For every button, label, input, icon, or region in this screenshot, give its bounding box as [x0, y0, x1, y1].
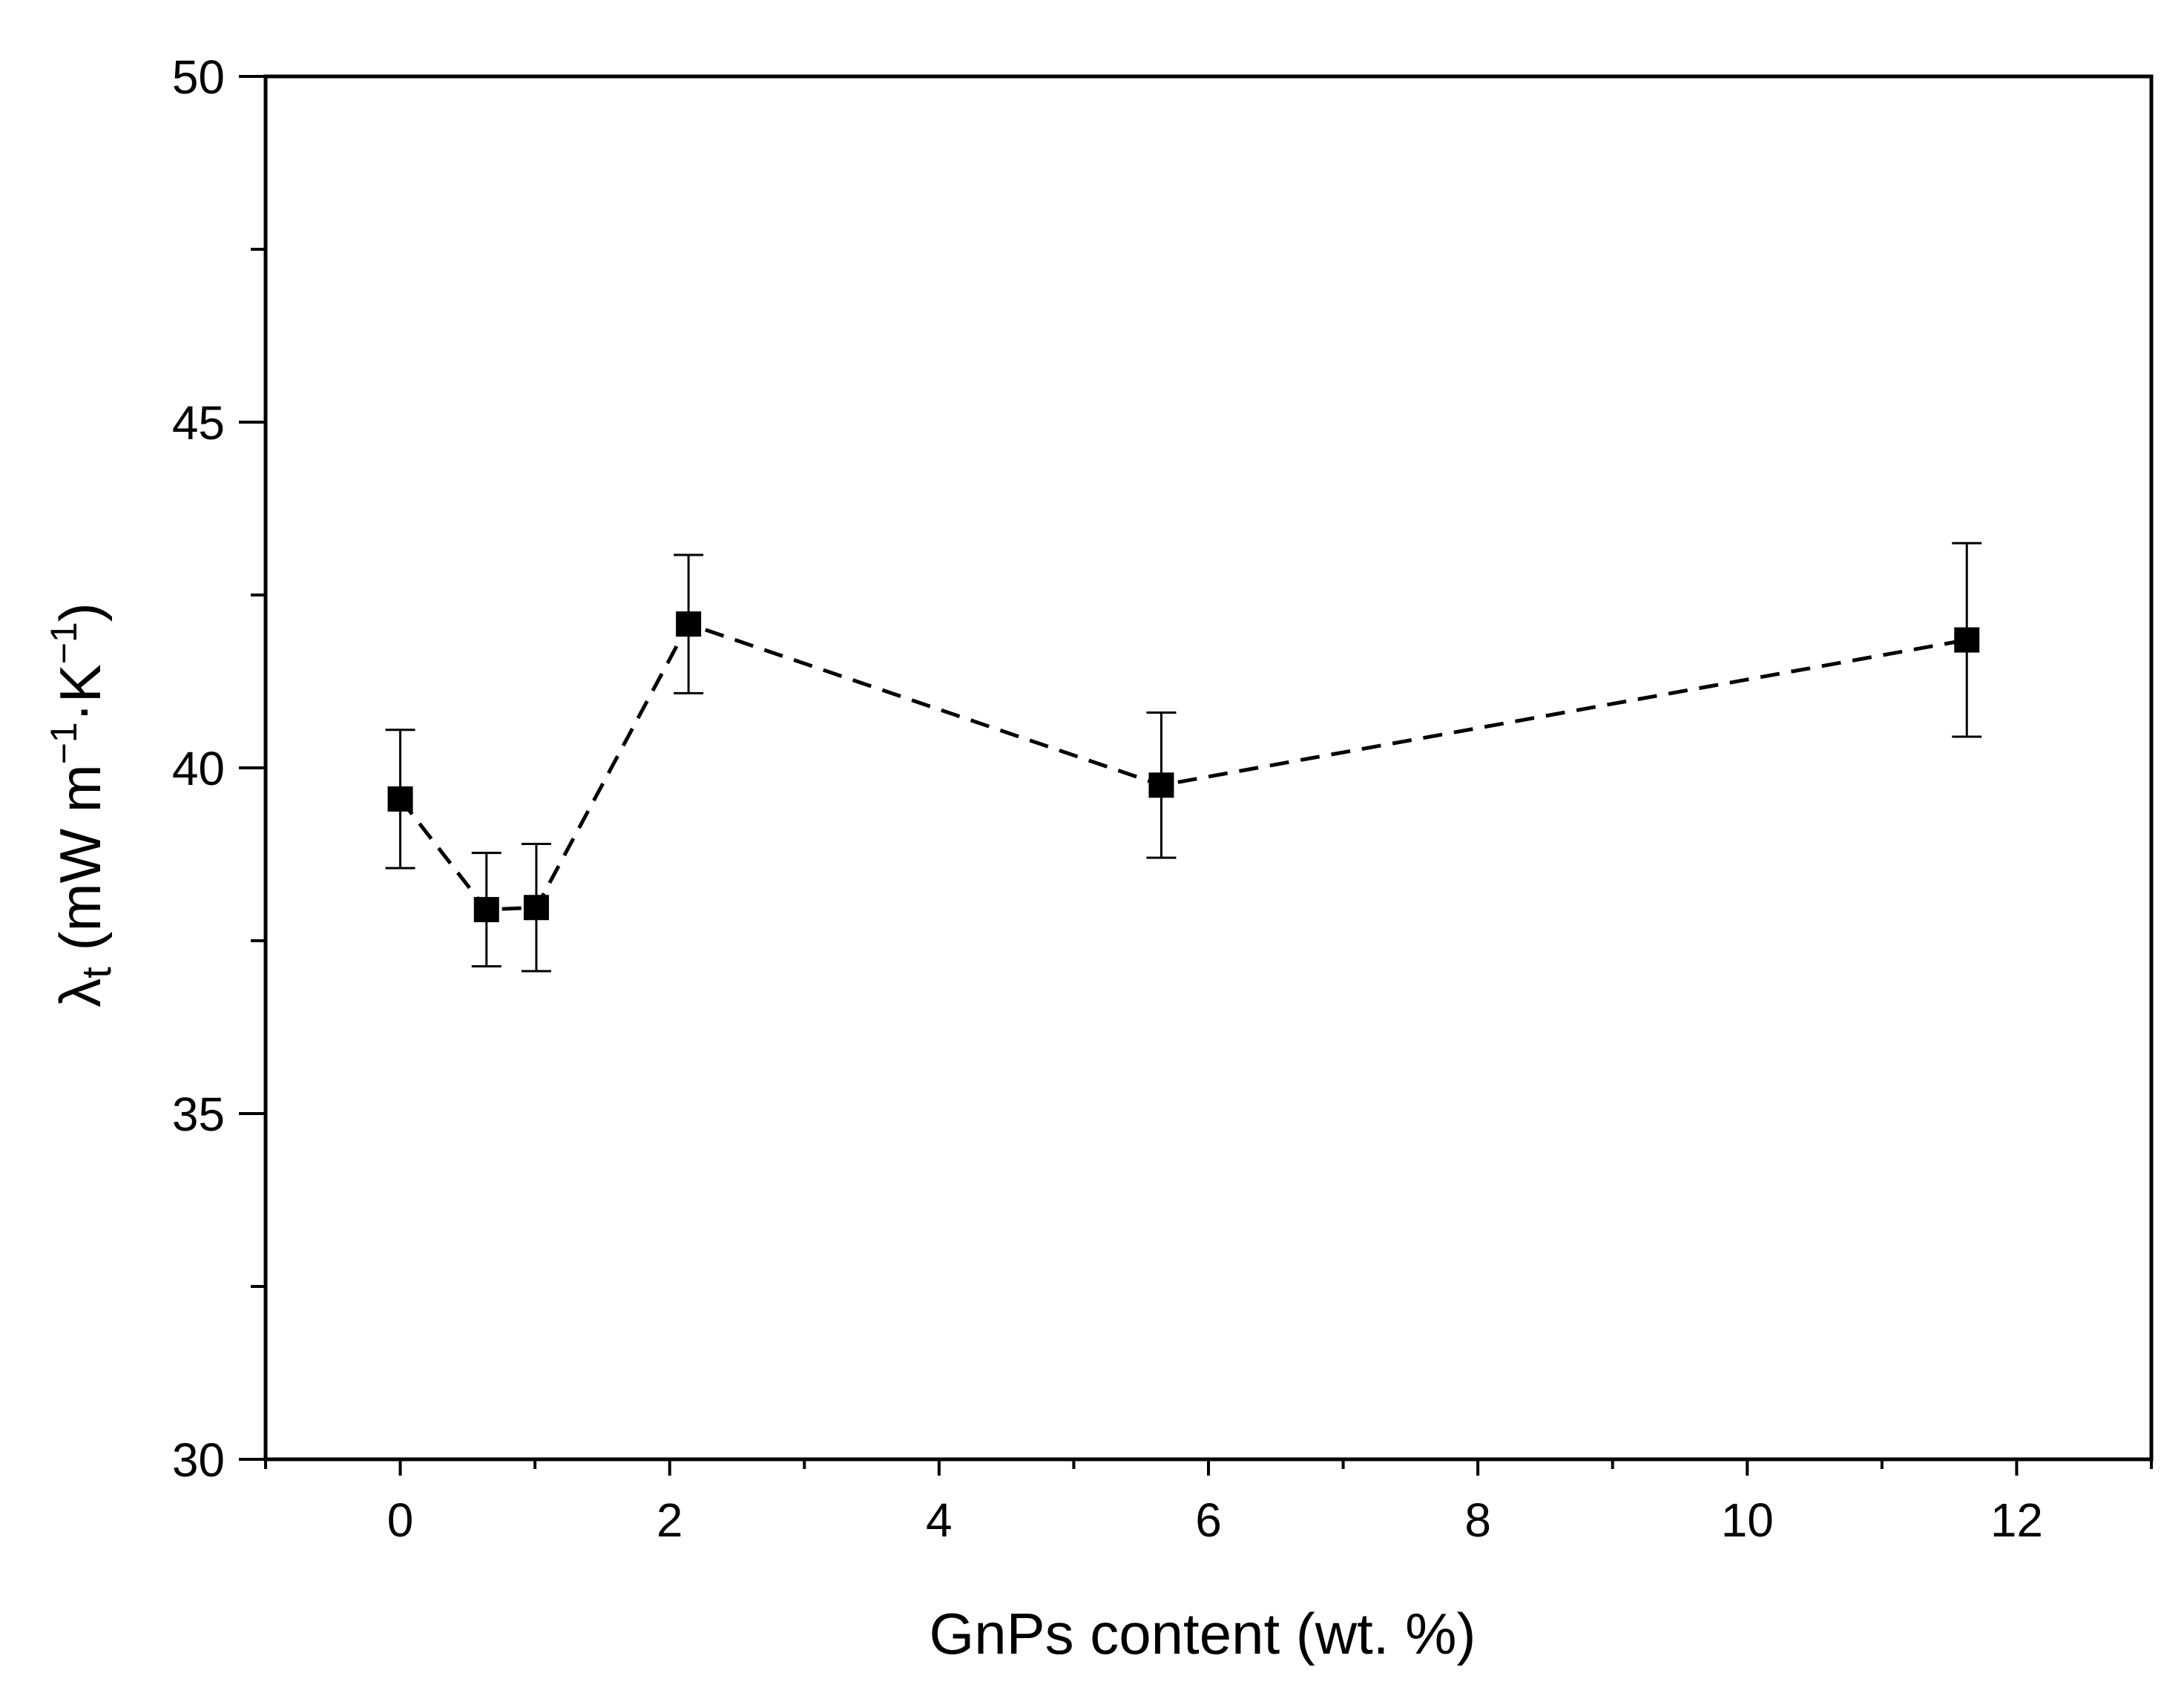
x-axis: 0 2 4 6 8 10 12: [264, 1459, 2153, 1547]
y-axis: 30 35 40 45 50: [172, 50, 266, 1487]
y-axis-title-open: (mW m: [47, 764, 113, 967]
plot-frame: [263, 74, 2154, 1462]
y-tick-label: 30: [172, 1433, 225, 1487]
y-axis-title: λt (mW m−1·K−1): [43, 602, 119, 1007]
y-tick-label: 45: [172, 396, 225, 450]
y-axis-title-sup-2: −1: [43, 622, 85, 664]
x-tick-label: 8: [1464, 1493, 1491, 1547]
data-point: [676, 611, 702, 637]
x-tick-label: 4: [926, 1493, 953, 1547]
x-tick-label: 6: [1195, 1493, 1222, 1547]
data-point: [387, 786, 413, 812]
x-tick-label: 10: [1721, 1493, 1774, 1547]
x-tick-label: 0: [387, 1493, 414, 1547]
y-tick-label: 40: [172, 742, 225, 795]
data-point: [473, 897, 499, 923]
series-layer: [385, 542, 1982, 973]
x-axis-title: GnPs content (wt. %): [930, 1601, 1476, 1666]
data-point: [1148, 772, 1174, 798]
plot-border: [263, 74, 2154, 1462]
y-axis-title-sup-1: −1: [43, 722, 85, 764]
y-tick-label: 35: [172, 1088, 225, 1141]
data-point: [1954, 627, 1980, 653]
data-point: [523, 895, 549, 921]
y-axis-title-subscript: t: [73, 967, 119, 979]
x-tick-label: 12: [1990, 1493, 2043, 1547]
y-axis-title-close: ): [47, 602, 113, 622]
y-axis-title-mid: ·K: [47, 664, 113, 722]
series-line: [398, 622, 1967, 912]
y-tick-label: 50: [172, 50, 225, 104]
x-tick-label: 2: [657, 1493, 683, 1547]
y-axis-title-symbol: λ: [47, 979, 113, 1007]
